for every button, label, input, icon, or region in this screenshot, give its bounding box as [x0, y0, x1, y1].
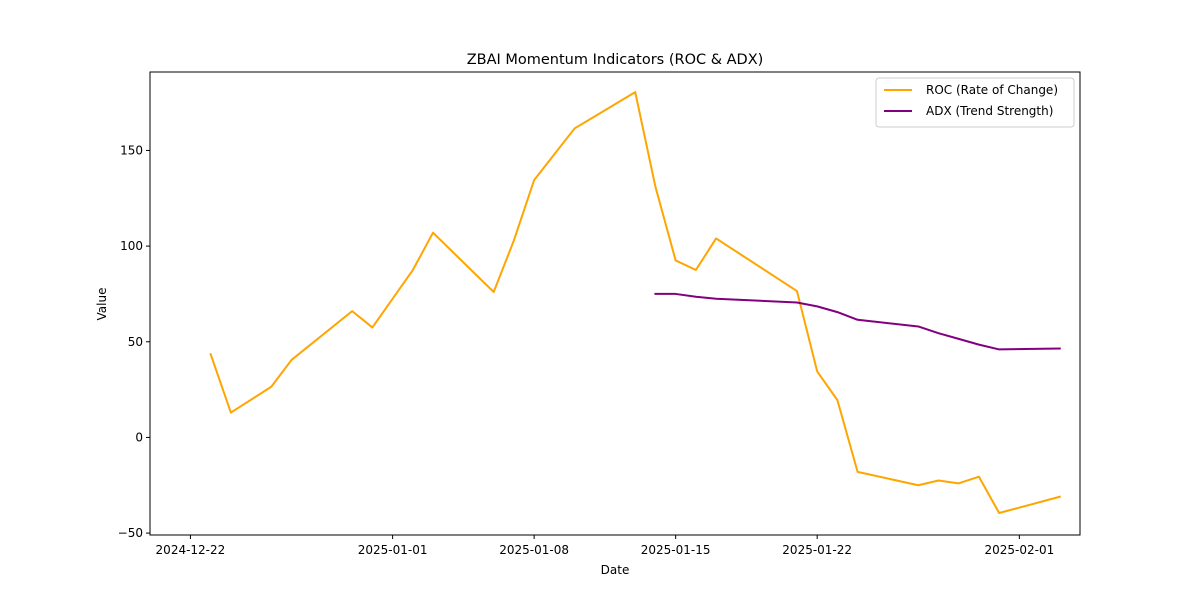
legend-label-adx: ADX (Trend Strength)	[926, 104, 1053, 118]
y-tick-label: 100	[120, 239, 143, 253]
y-tick-label: 50	[128, 335, 143, 349]
y-tick-label: −50	[118, 526, 143, 540]
x-tick-label: 2025-01-15	[641, 543, 711, 557]
x-tick-label: 2025-01-08	[499, 543, 569, 557]
legend-frame	[875, 77, 1075, 128]
x-tick-label: 2025-01-01	[358, 543, 428, 557]
y-tick-label: 0	[135, 430, 143, 444]
series-layer	[209, 91, 1062, 514]
y-axis: −50 0 50 100 150	[118, 143, 150, 540]
x-axis: 2024-12-22 2025-01-01 2025-01-08 2025-01-15…	[156, 535, 1054, 557]
x-tick-label: 2025-01-22	[782, 543, 852, 557]
legend-label-roc: ROC (Rate of Change)	[926, 83, 1058, 97]
x-tick-label: 2024-12-22	[156, 543, 226, 557]
legend: ROC (Rate of Change) ADX (Trend Strength…	[875, 77, 1075, 128]
y-axis-label: Value	[95, 288, 109, 321]
x-tick-label: 2025-02-01	[984, 543, 1054, 557]
chart-title: ZBAI Momentum Indicators (ROC & ADX)	[467, 52, 764, 68]
plot-area-frame	[149, 71, 1081, 536]
series-line-roc	[209, 91, 1062, 514]
series-line-adx	[654, 292, 1061, 351]
y-tick-label: 150	[120, 143, 143, 157]
x-axis-label: Date	[601, 563, 630, 577]
